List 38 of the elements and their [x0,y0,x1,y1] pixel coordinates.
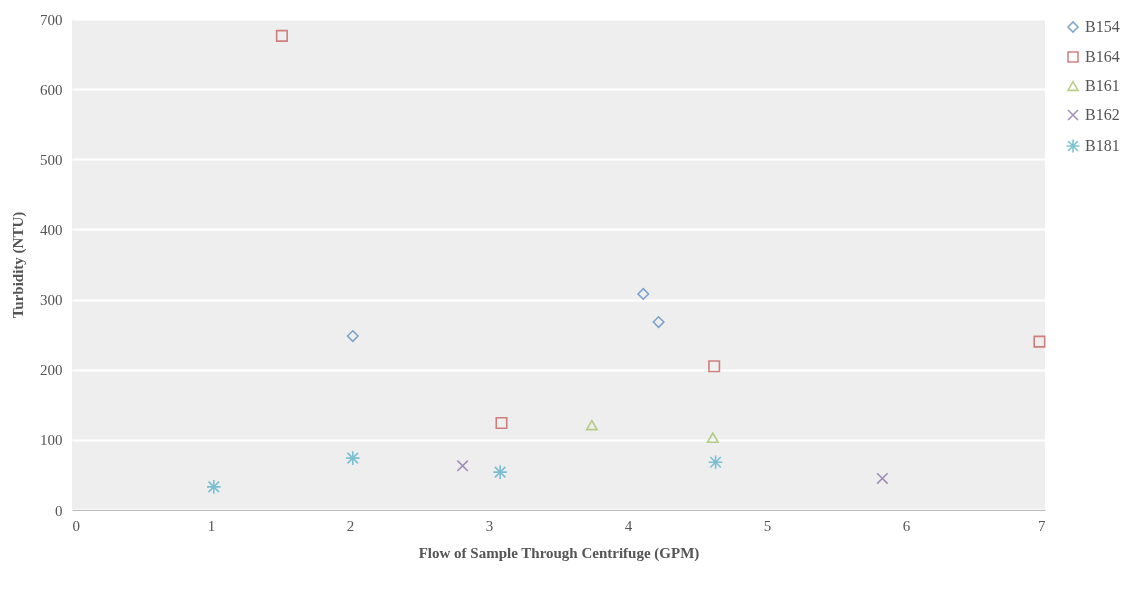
point [707,454,724,470]
y-tick-label: 700 [40,11,63,28]
y-tick-label: 500 [40,151,63,168]
y-tick-label: 600 [40,81,63,98]
x-tick-label: 4 [624,517,633,534]
point [876,472,889,485]
legend-label: B162 [1085,106,1120,123]
x-tick-label: 5 [763,517,772,534]
point [652,315,665,329]
y-tick-label: 200 [40,362,63,379]
point [585,419,598,431]
point [492,464,508,480]
y-tick-label: 100 [40,432,63,449]
x-axis-title: Flow of Sample Through Centrifuge (GPM) [418,544,700,562]
y-axis-title: Turbidity (NTU) [10,211,27,319]
point [345,450,361,466]
x-tick-label: 1 [207,517,216,534]
y-tick-label: 0 [55,502,63,519]
x-tick-label: 7 [1038,517,1046,534]
point [275,29,288,42]
x-tick-label: 0 [72,517,80,534]
x-tick-label: 2 [346,517,355,534]
legend-label: B181 [1085,137,1120,154]
point [206,479,222,495]
point [706,432,719,444]
legend-label: B161 [1085,77,1120,94]
point [456,459,469,472]
point [708,360,721,373]
legend-label: B154 [1085,18,1120,35]
y-tick-label: 400 [40,221,63,238]
x-tick-label: 6 [902,517,911,534]
point [495,416,508,430]
x-tick-label: 3 [485,517,494,534]
legend-label: B164 [1085,48,1120,65]
point [637,287,650,300]
point [1033,335,1046,348]
y-tick-label: 300 [40,292,63,309]
point [346,330,359,343]
